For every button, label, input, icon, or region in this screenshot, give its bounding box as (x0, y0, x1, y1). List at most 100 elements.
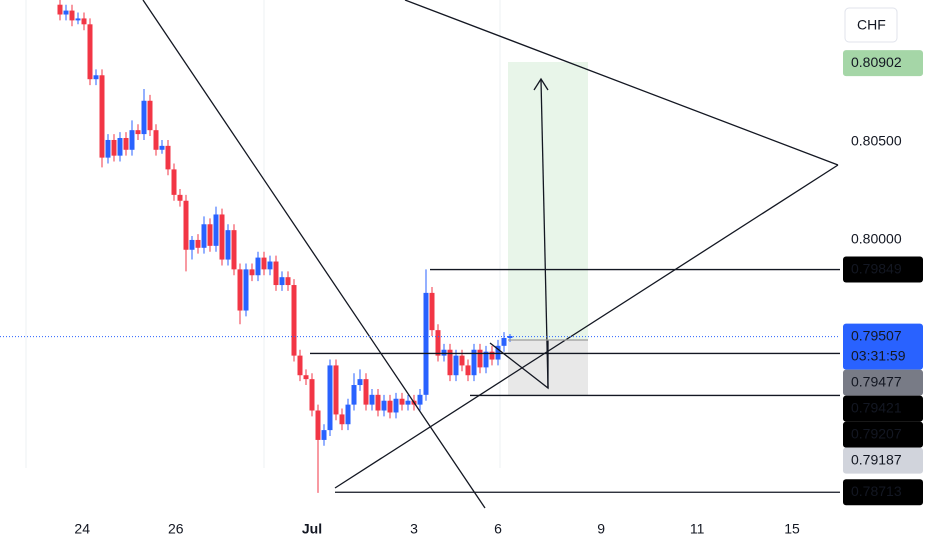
trend-line (404, 0, 839, 166)
candle-body (315, 410, 321, 440)
candle-body (369, 394, 375, 405)
candle-body (285, 277, 291, 286)
price-label-box (843, 50, 923, 77)
currency-box (844, 7, 898, 43)
candles (57, 0, 513, 493)
candle-body (279, 277, 285, 286)
candle-body (309, 379, 315, 411)
candle-body (123, 138, 129, 150)
price-label-box (843, 369, 923, 396)
candle-body (273, 261, 279, 286)
price-label: 0.80902 (851, 54, 902, 70)
price-label: 0.79507 (851, 327, 902, 343)
candle-body (291, 285, 297, 356)
x-tick-label: 9 (597, 521, 605, 537)
x-tick-label: 24 (74, 521, 90, 537)
candle-body (141, 100, 147, 135)
candle-body (501, 337, 507, 346)
candle-body (57, 4, 63, 15)
x-tick-label: Jul (302, 521, 322, 537)
candle-body (243, 269, 249, 311)
candle-body (375, 394, 381, 411)
candle-body (231, 230, 237, 270)
candle-body (183, 200, 189, 250)
x-tick-label: 26 (168, 521, 184, 537)
candle-body (177, 194, 183, 201)
candle-body (195, 239, 201, 248)
trend-line (142, 0, 486, 509)
x-tick-label: 11 (690, 521, 705, 537)
candle-body (171, 169, 177, 195)
candle-body (483, 351, 489, 368)
candle-body (153, 130, 159, 150)
candle-body (429, 292, 435, 331)
target-zone (508, 62, 588, 340)
candle-body (201, 224, 207, 248)
candle-body (303, 375, 309, 380)
candle-body (189, 239, 195, 250)
candle-body (213, 214, 219, 246)
candle-body (135, 130, 141, 135)
price-label-box (843, 479, 923, 506)
candle-body (207, 224, 213, 246)
candle-body (459, 355, 465, 366)
price-label-box (843, 256, 923, 283)
candle-body (435, 330, 441, 356)
candle-body (129, 130, 135, 150)
candle-body (405, 400, 411, 405)
candle-body (339, 414, 345, 425)
levels (0, 268, 840, 493)
candle-body (357, 379, 363, 386)
x-tick-label: 3 (410, 521, 418, 537)
candle-body (63, 10, 69, 15)
candle-body (219, 214, 225, 260)
price-label: 0.79477 (851, 373, 902, 389)
candle-body (333, 365, 339, 415)
candle-body (351, 385, 357, 405)
price-label: 0.79187 (851, 451, 902, 467)
y-tick-label: 0.80500 (851, 133, 902, 149)
candle-body (87, 24, 93, 80)
y-tick-label: 0.80000 (851, 231, 902, 247)
candle-body (381, 400, 387, 411)
candle-body (99, 75, 105, 158)
candle-body (75, 18, 81, 21)
candle-body (393, 398, 399, 413)
price-label: 0.79207 (851, 425, 902, 441)
candle-body (495, 345, 501, 360)
drawings (142, 0, 839, 509)
candle-body (453, 355, 459, 376)
candle-body (387, 400, 393, 413)
candle-body (117, 138, 123, 156)
candle-body (489, 351, 495, 360)
x-tick-label: 6 (494, 521, 502, 537)
countdown: 03:31:59 (851, 347, 906, 363)
candle-body (255, 257, 261, 276)
candle-body (471, 349, 477, 376)
candle-body (93, 75, 99, 80)
candle-body (249, 269, 255, 276)
candle-body (417, 394, 423, 405)
x-tick-label: 15 (784, 521, 800, 537)
candle-body (447, 349, 453, 376)
price-label: 0.79849 (851, 260, 902, 276)
candle-body (237, 269, 243, 311)
candle-body (477, 349, 483, 368)
candle-body (297, 355, 303, 376)
candle-body (321, 430, 327, 440)
price-label-box (843, 447, 923, 474)
candle-body (363, 379, 369, 405)
candle-body (327, 365, 333, 431)
candle-body (147, 100, 153, 131)
price-label-box (843, 323, 923, 370)
candle-body (399, 398, 405, 405)
trend-line (334, 164, 839, 489)
candle-body (345, 404, 351, 425)
price-label-box (843, 395, 923, 422)
candle-body (105, 139, 111, 158)
price-label: 0.79421 (851, 399, 902, 415)
candle-body (81, 18, 87, 25)
